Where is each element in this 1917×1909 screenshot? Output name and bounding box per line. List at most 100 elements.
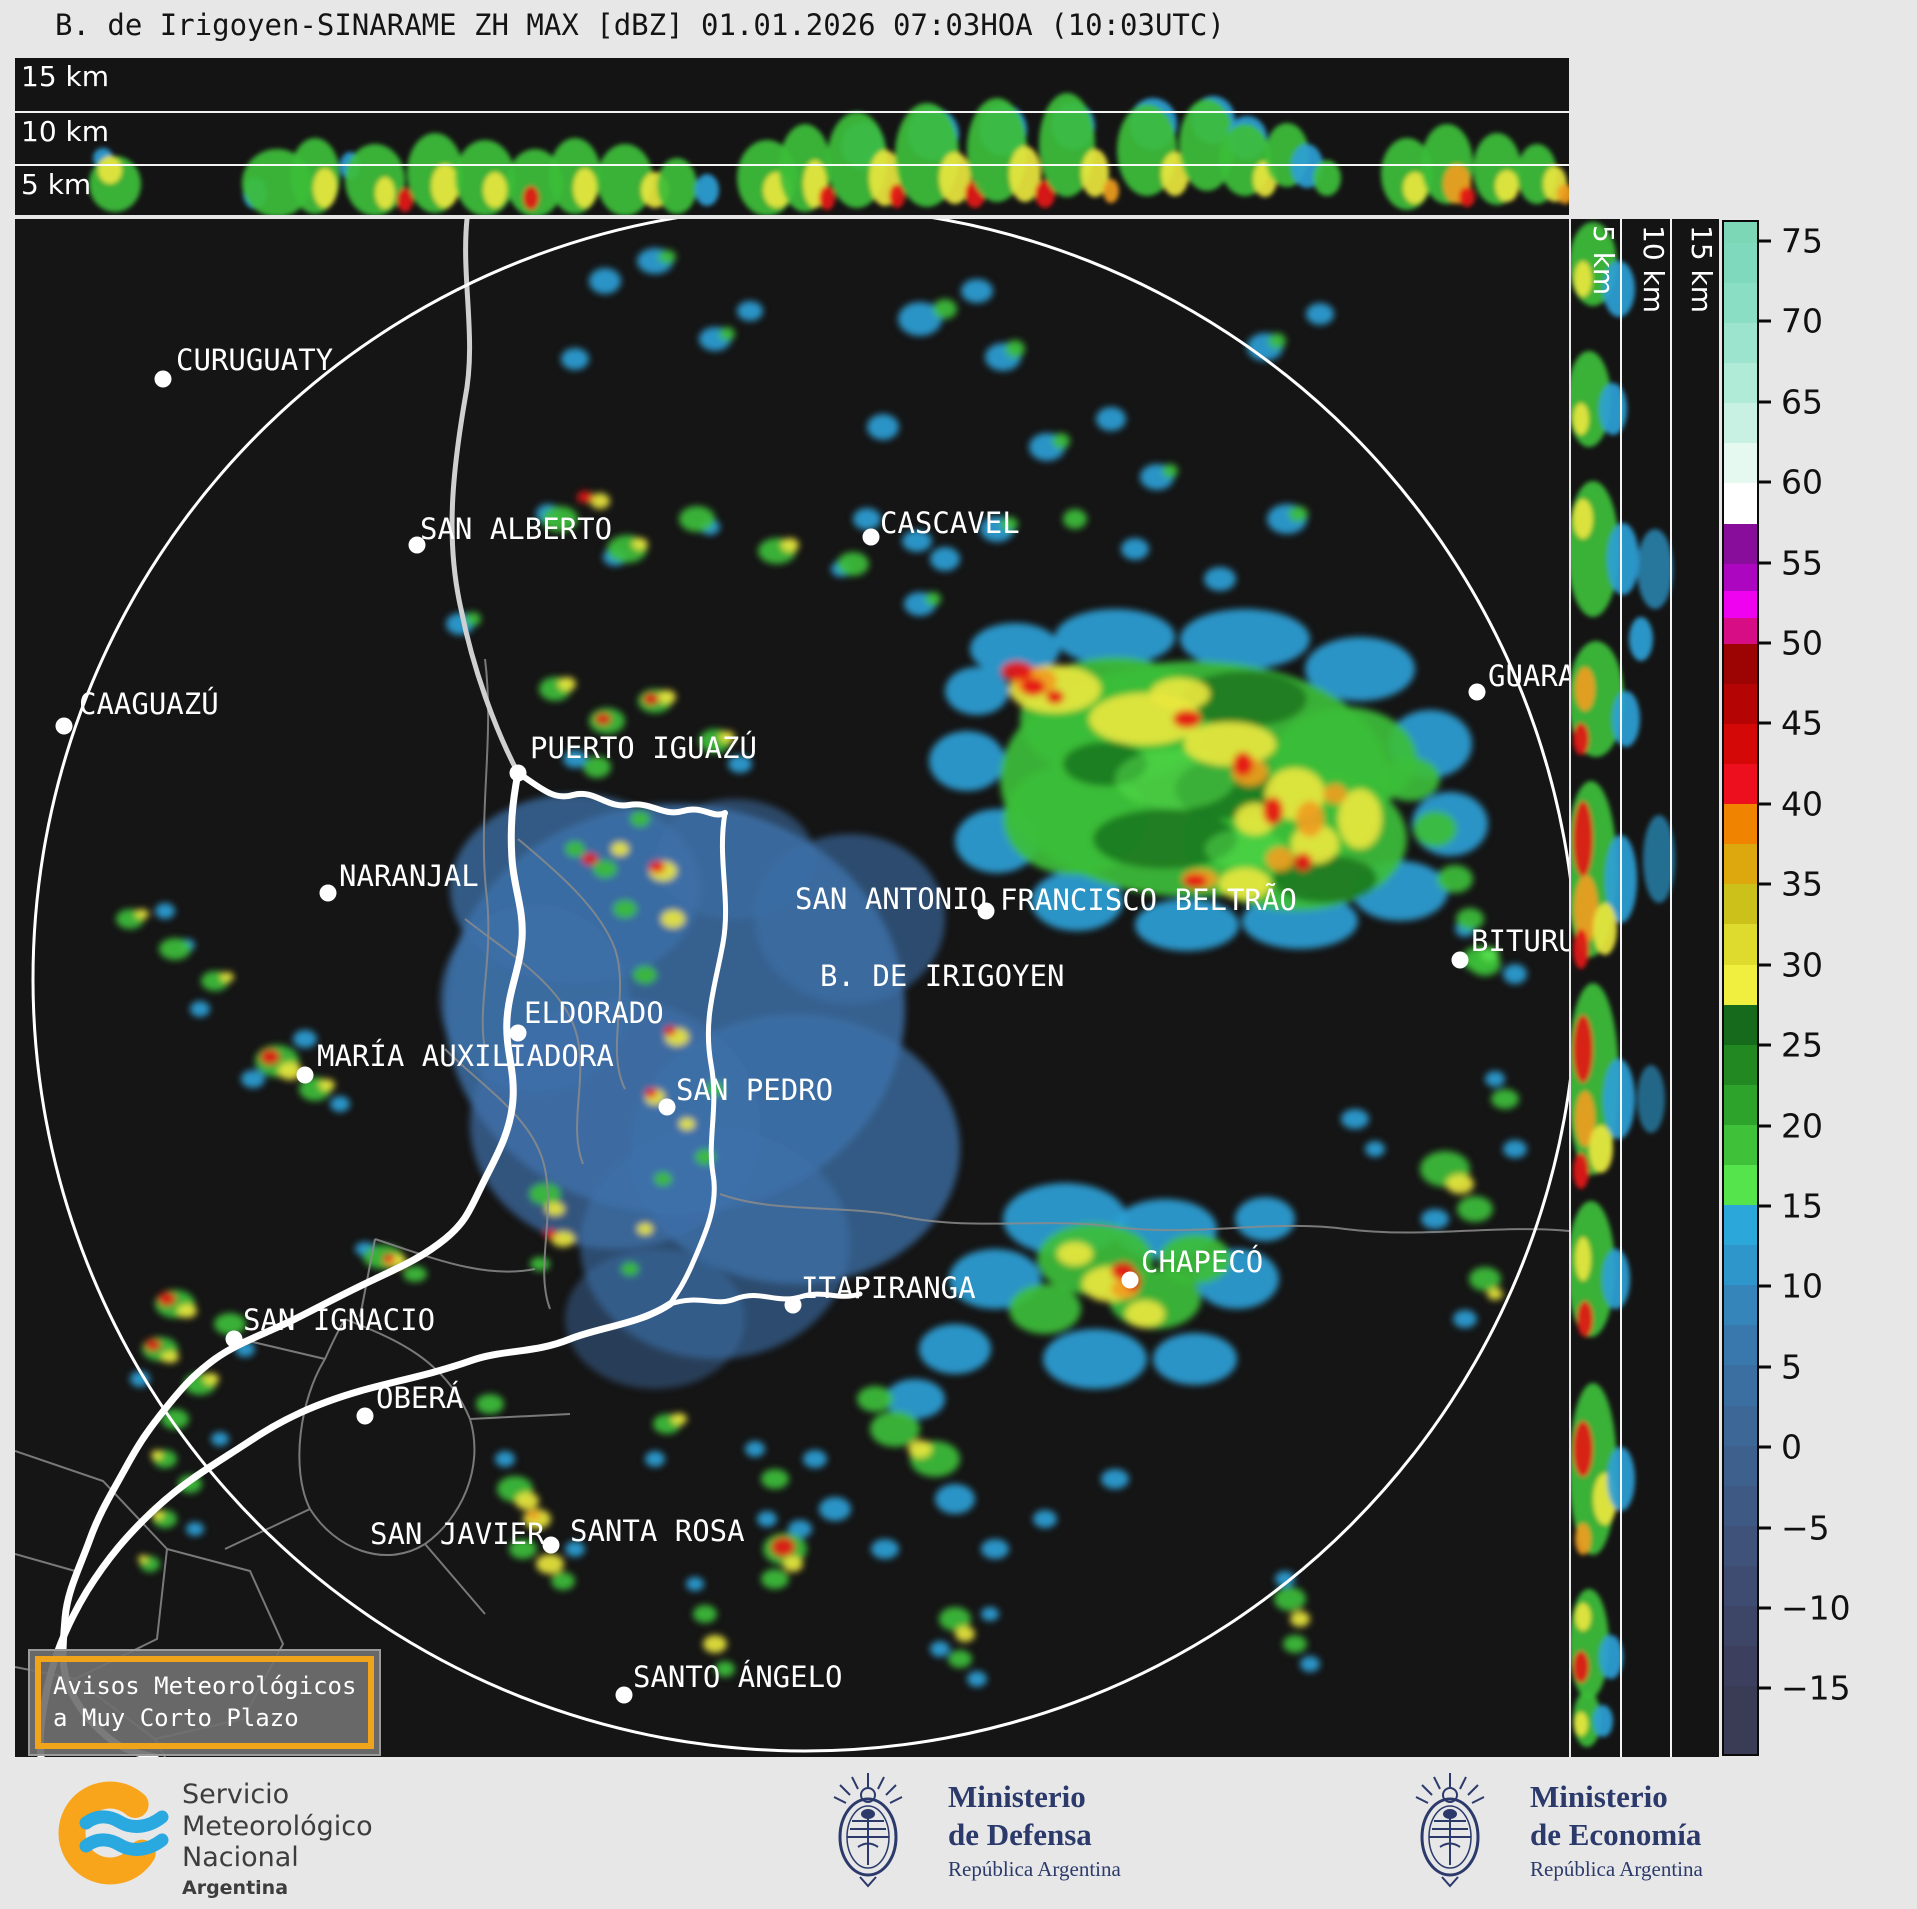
- colorbar-segment: [1724, 1485, 1757, 1526]
- warnings-banner-line2: a Muy Corto Plazo: [53, 1704, 299, 1733]
- colorbar-ticklabel: 35: [1781, 864, 1823, 904]
- smn-sun-icon: [58, 1781, 169, 1885]
- colorbar-ticklabel: −5: [1781, 1508, 1830, 1548]
- colorbar-segment: [1724, 483, 1757, 524]
- uruguay-river: [36, 1300, 674, 1757]
- colorbar-tick: 30: [1759, 945, 1823, 984]
- ministry-economia-line3: República Argentina: [1530, 1856, 1703, 1881]
- rivers: [36, 219, 863, 1757]
- colorbar-segment: [1724, 1405, 1757, 1446]
- smn-line1: Servicio: [182, 1779, 290, 1810]
- colorbar-segment: [1724, 1004, 1757, 1045]
- colorbar-segment: [1724, 242, 1757, 283]
- city-label: CURUGUATY: [176, 343, 334, 377]
- colorbar-ticks: 75 70 65 60 55 50 45 40 35 30 25 20 15 10 5 0 −5 −10 −15: [1759, 220, 1899, 1756]
- city-dot: [408, 536, 426, 554]
- colorbar-segment: [1724, 1325, 1757, 1366]
- ministry-economia-line1: Ministerio: [1530, 1779, 1668, 1815]
- city-label: SAN PEDRO: [676, 1073, 834, 1107]
- argentina-coat-of-arms-icon: [833, 1773, 903, 1888]
- colorbar-tick: 45: [1759, 704, 1823, 743]
- warnings-banner[interactable]: Avisos Meteorológicos a Muy Corto Plazo: [28, 1649, 382, 1756]
- ministry-economia-logo: Ministerio de Economía República Argenti…: [1404, 1771, 1703, 1889]
- colorbar-tick: 60: [1759, 463, 1823, 502]
- city-label: GUARA: [1488, 659, 1569, 693]
- colorbar-tick: 20: [1759, 1106, 1823, 1145]
- smn-line2: Meteorológico: [182, 1810, 373, 1842]
- colorbar-segment: [1724, 523, 1757, 564]
- colorbar-tickmark: [1759, 239, 1771, 243]
- smn-logo: [58, 1779, 174, 1889]
- city-dot: [542, 1536, 560, 1554]
- colorbar-segment: [1724, 924, 1757, 965]
- colorbar-tick: −5: [1759, 1508, 1830, 1547]
- colorbar-segment: [1724, 403, 1757, 444]
- colorbar-segment: [1724, 1686, 1757, 1754]
- smn-line4: Argentina: [182, 1876, 289, 1899]
- warnings-banner-line1: Avisos Meteorológicos: [53, 1672, 357, 1700]
- colorbar-segment: [1724, 884, 1757, 925]
- right-xs-label-10km: 10 km: [1637, 225, 1670, 314]
- city-label: FRANCISCO BELTRÃO: [1000, 883, 1297, 917]
- colorbar-segment: [1724, 964, 1757, 1005]
- city-dot: [658, 1098, 676, 1116]
- colorbar-tickmark: [1759, 561, 1771, 565]
- admin-borders: [15, 658, 1569, 1757]
- colorbar-ticklabel: 15: [1781, 1186, 1823, 1226]
- colorbar-ticklabel: 75: [1781, 221, 1823, 261]
- colorbar-segment: [1724, 1245, 1757, 1286]
- city-label: ITAPIRANGA: [801, 1271, 976, 1305]
- colorbar-tickmark: [1759, 1445, 1771, 1449]
- colorbar-tick: 70: [1759, 302, 1823, 341]
- colorbar-tick: 10: [1759, 1267, 1823, 1306]
- parana-river-upper: [449, 219, 521, 776]
- colorbar-segment: [1724, 1044, 1757, 1085]
- colorbar-tick: −10: [1759, 1589, 1851, 1628]
- reflectivity-colorbar: [1722, 220, 1759, 1756]
- colorbar-ticklabel: 60: [1781, 462, 1823, 502]
- colorbar-tickmark: [1759, 882, 1771, 886]
- city-label: SAN ALBERTO: [420, 512, 613, 546]
- colorbar-segment: [1724, 723, 1757, 765]
- colorbar-tick: 50: [1759, 624, 1823, 663]
- colorbar-tickmark: [1759, 1124, 1771, 1128]
- colorbar-tickmark: [1759, 1204, 1771, 1208]
- colorbar-segment: [1724, 1124, 1757, 1165]
- city-label: SAN IGNACIO: [243, 1303, 436, 1337]
- product-title: B. de Irigoyen-SINARAME ZH MAX [dBZ] 01.…: [55, 8, 1225, 42]
- city-label: CAAGUAZÚ: [79, 687, 219, 721]
- colorbar-tick: 35: [1759, 865, 1823, 904]
- colorbar-segment: [1724, 618, 1757, 644]
- colorbar-tickmark: [1759, 963, 1771, 967]
- colorbar-segment: [1724, 804, 1757, 845]
- colorbar-ticklabel: 40: [1781, 784, 1823, 824]
- ministry-defensa-text: Ministerio de Defensa República Argentin…: [948, 1778, 1121, 1881]
- colorbar-tickmark: [1759, 400, 1771, 404]
- city-label: ELDORADO: [524, 996, 664, 1030]
- colorbar-ticklabel: 70: [1781, 301, 1823, 341]
- range-ring: [31, 219, 1569, 1753]
- ministry-economia-line2: de Economía: [1530, 1816, 1702, 1852]
- smn-line3: Nacional: [182, 1842, 299, 1874]
- ministry-defensa-line1: Ministerio: [948, 1779, 1086, 1815]
- city-dot: [509, 1024, 527, 1042]
- city-label: CHAPECÓ: [1141, 1245, 1264, 1279]
- colorbar-ticklabel: 30: [1781, 945, 1823, 985]
- colorbar-gradient: [1724, 222, 1757, 1754]
- colorbar-ticklabel: 65: [1781, 382, 1823, 422]
- city-label: SAN JAVIER: [370, 1517, 545, 1551]
- colorbar-segment: [1724, 563, 1757, 591]
- colorbar-tick: 15: [1759, 1186, 1823, 1225]
- colorbar-tickmark: [1759, 1284, 1771, 1288]
- colorbar-tick: 0: [1759, 1428, 1802, 1467]
- colorbar-tick: 25: [1759, 1026, 1823, 1065]
- colorbar-ticklabel: 45: [1781, 703, 1823, 743]
- right-xs-label-5km: 5 km: [1587, 225, 1620, 296]
- colorbar-tickmark: [1759, 641, 1771, 645]
- right-cross-section-plot: [1571, 219, 1675, 1757]
- iguazu-river: [515, 770, 728, 818]
- colorbar-tickmark: [1759, 1365, 1771, 1369]
- colorbar-segment: [1724, 590, 1757, 619]
- city-dot: [356, 1407, 374, 1425]
